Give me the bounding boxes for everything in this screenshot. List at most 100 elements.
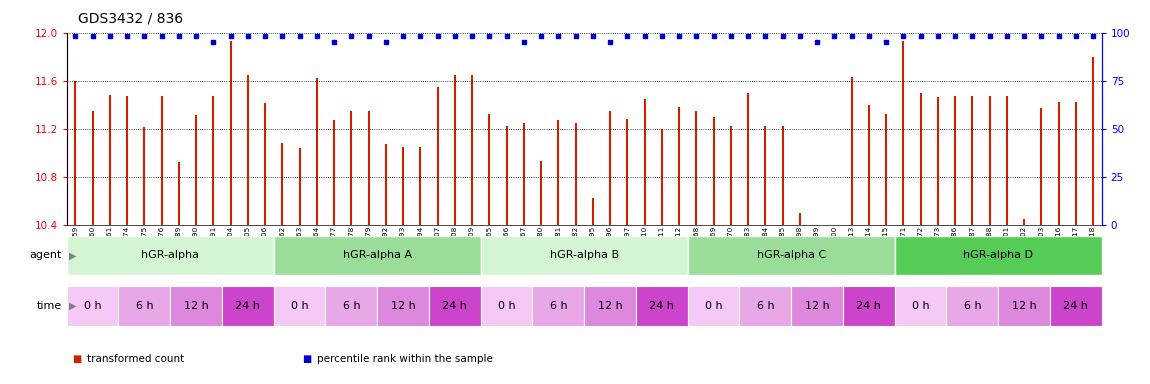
- Point: [531, 33, 551, 40]
- Point: [1050, 33, 1068, 40]
- Text: hGR-alpha B: hGR-alpha B: [550, 250, 619, 260]
- Point: [308, 33, 327, 40]
- Text: 12 h: 12 h: [598, 301, 622, 311]
- Text: 24 h: 24 h: [857, 301, 881, 311]
- Text: hGR-alpha D: hGR-alpha D: [964, 250, 1033, 260]
- Point: [653, 33, 672, 40]
- Point: [462, 33, 482, 40]
- Bar: [946, 286, 998, 326]
- Bar: [274, 236, 481, 275]
- Point: [101, 33, 120, 40]
- Bar: [429, 286, 481, 326]
- Point: [688, 33, 706, 40]
- Point: [1015, 33, 1034, 40]
- Point: [497, 33, 515, 40]
- Point: [860, 33, 879, 40]
- Text: ▶: ▶: [69, 301, 77, 311]
- Point: [359, 33, 377, 40]
- Bar: [67, 236, 274, 275]
- Text: 6 h: 6 h: [964, 301, 981, 311]
- Text: 6 h: 6 h: [136, 301, 153, 311]
- Point: [428, 33, 446, 40]
- Point: [929, 33, 948, 40]
- Point: [912, 33, 930, 40]
- Text: hGR-alpha: hGR-alpha: [141, 250, 199, 260]
- Point: [826, 33, 844, 40]
- Point: [722, 33, 741, 40]
- Point: [481, 33, 499, 40]
- Bar: [325, 286, 377, 326]
- Text: agent: agent: [30, 250, 62, 260]
- Point: [669, 33, 688, 40]
- Point: [550, 33, 568, 40]
- Point: [393, 33, 412, 40]
- Bar: [688, 236, 895, 275]
- Text: 24 h: 24 h: [1064, 301, 1088, 311]
- Point: [118, 33, 136, 40]
- Text: 0 h: 0 h: [705, 301, 722, 311]
- Point: [84, 33, 101, 40]
- Bar: [843, 286, 895, 326]
- Bar: [791, 286, 843, 326]
- Text: 6 h: 6 h: [757, 301, 774, 311]
- Point: [619, 33, 637, 40]
- Point: [446, 33, 465, 40]
- Bar: [377, 286, 429, 326]
- Point: [739, 33, 758, 40]
- Bar: [222, 286, 274, 326]
- Point: [343, 33, 361, 40]
- Text: ■: ■: [302, 354, 312, 364]
- Text: hGR-alpha A: hGR-alpha A: [343, 250, 412, 260]
- Point: [67, 33, 85, 40]
- Point: [412, 33, 430, 40]
- Bar: [636, 286, 688, 326]
- Point: [221, 33, 239, 40]
- Text: 12 h: 12 h: [1012, 301, 1036, 311]
- Text: 6 h: 6 h: [343, 301, 360, 311]
- Text: time: time: [37, 301, 62, 311]
- Bar: [118, 286, 170, 326]
- Text: 0 h: 0 h: [498, 301, 515, 311]
- Point: [584, 33, 603, 40]
- Text: 24 h: 24 h: [236, 301, 260, 311]
- Point: [152, 33, 170, 40]
- Point: [377, 39, 396, 45]
- Point: [170, 33, 189, 40]
- Point: [1084, 33, 1103, 40]
- Point: [567, 33, 585, 40]
- Text: 24 h: 24 h: [650, 301, 674, 311]
- Point: [877, 39, 896, 45]
- Text: GDS3432 / 836: GDS3432 / 836: [78, 12, 183, 25]
- Text: 12 h: 12 h: [391, 301, 415, 311]
- Bar: [1050, 286, 1102, 326]
- Bar: [170, 286, 222, 326]
- Point: [1033, 33, 1051, 40]
- Text: 12 h: 12 h: [184, 301, 208, 311]
- Text: 0 h: 0 h: [912, 301, 929, 311]
- Point: [757, 33, 775, 40]
- Point: [636, 33, 654, 40]
- Point: [980, 33, 998, 40]
- Point: [186, 33, 205, 40]
- Bar: [688, 286, 739, 326]
- Point: [239, 33, 258, 40]
- Point: [136, 33, 154, 40]
- Point: [945, 33, 964, 40]
- Bar: [739, 286, 791, 326]
- Point: [704, 33, 723, 40]
- Point: [842, 33, 860, 40]
- Text: ▶: ▶: [69, 250, 77, 260]
- Text: 6 h: 6 h: [550, 301, 567, 311]
- Point: [324, 39, 343, 45]
- Text: 24 h: 24 h: [443, 301, 467, 311]
- Text: hGR-alpha C: hGR-alpha C: [757, 250, 826, 260]
- Bar: [67, 286, 118, 326]
- Bar: [998, 286, 1050, 326]
- Point: [998, 33, 1017, 40]
- Bar: [532, 286, 584, 326]
- Point: [290, 33, 308, 40]
- Text: percentile rank within the sample: percentile rank within the sample: [317, 354, 493, 364]
- Text: transformed count: transformed count: [87, 354, 185, 364]
- Point: [964, 33, 982, 40]
- Bar: [481, 286, 532, 326]
